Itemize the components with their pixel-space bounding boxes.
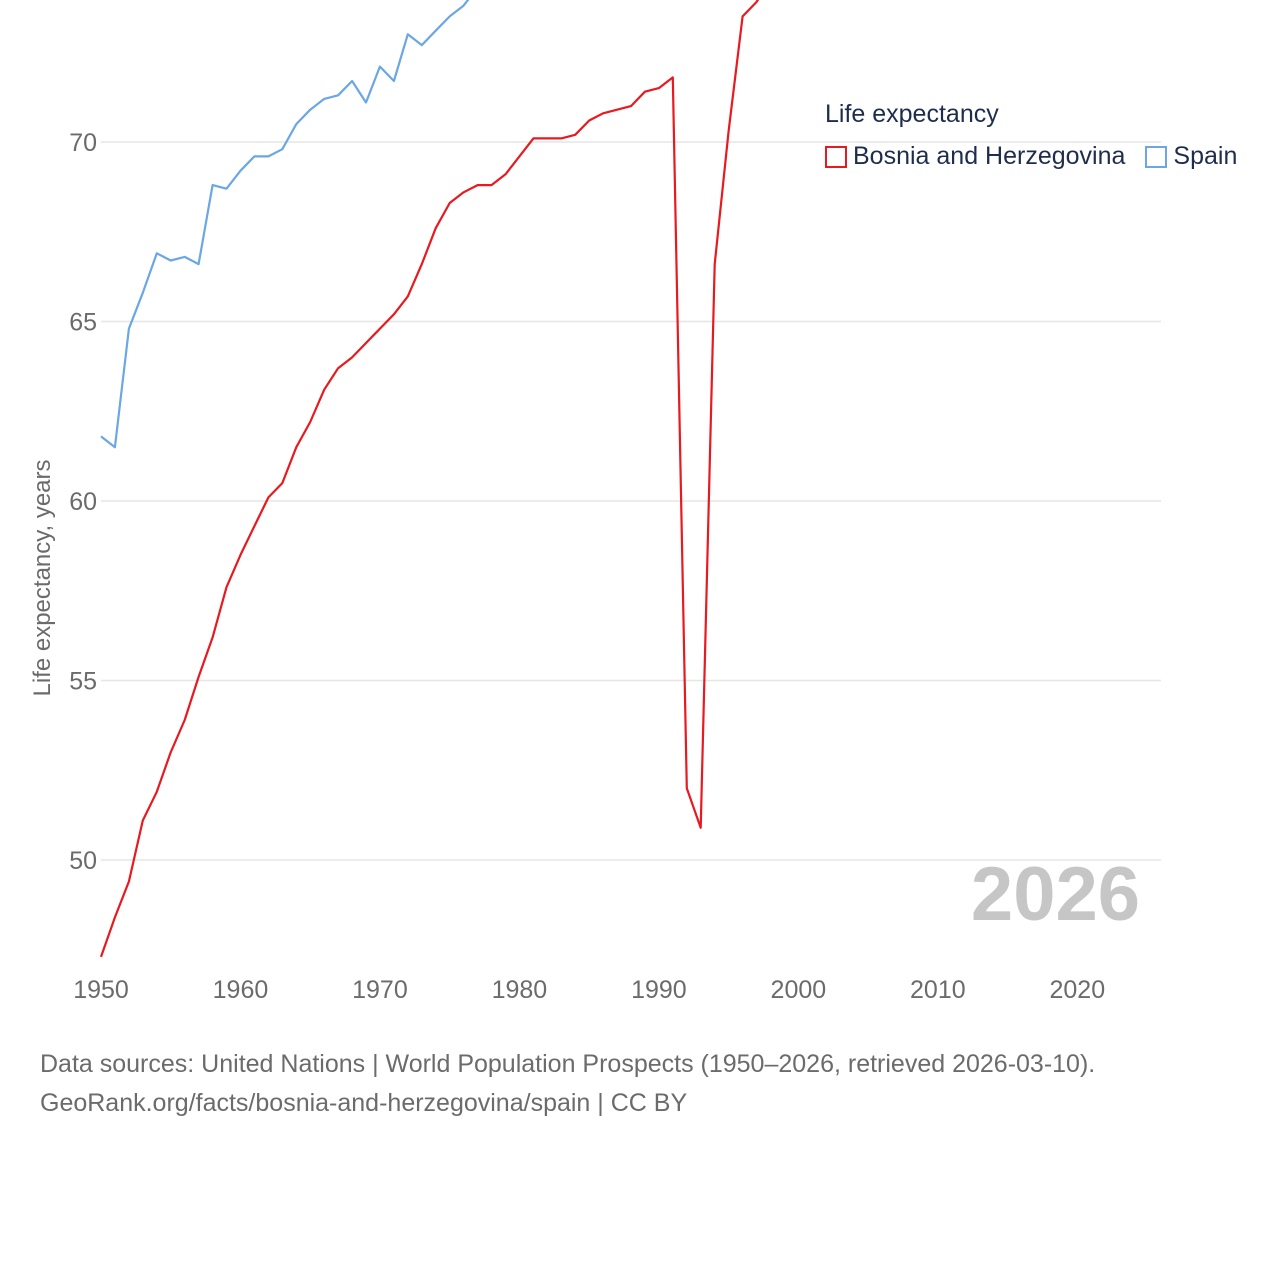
legend-swatch-spain [1145,145,1168,168]
legend-title: Life expectancy [825,100,999,128]
y-tick-label-55: 55 [69,668,97,696]
y-tick-label-50: 50 [69,847,97,875]
y-axis-ticks: 5055606570758085 [69,129,97,875]
source-line-2[interactable]: GeoRank.org/facts/bosnia-and-herzegovina… [40,1089,688,1117]
x-tick-label-2020: 2020 [1050,976,1106,1004]
legend-label-bosnia: Bosnia and Herzegovina [853,142,1126,170]
y-axis-label: Life expectancy, years [29,459,56,696]
legend-item-bosnia[interactable]: Bosnia and Herzegovina [825,142,1125,171]
source-line-1: Data sources: United Nations | World Pop… [40,1050,1096,1078]
x-tick-label-1950: 1950 [73,976,129,1004]
x-tick-label-2000: 2000 [771,976,827,1004]
y-tick-label-60: 60 [69,488,97,516]
x-tick-label-1970: 1970 [352,976,408,1004]
legend-item-spain[interactable]: Spain [1145,142,1237,171]
grid-lines [101,141,1161,861]
year-watermark: 2026 [971,852,1140,937]
x-tick-label-2010: 2010 [910,976,966,1004]
y-tick-label-65: 65 [69,309,97,337]
y-tick-label-70: 70 [69,129,97,157]
x-tick-label-1980: 1980 [492,976,548,1004]
x-tick-label-1990: 1990 [631,976,687,1004]
legend: Bosnia and Herzegovina Spain [825,142,1257,171]
legend-label-spain: Spain [1173,142,1238,170]
legend-swatch-bosnia [825,145,847,168]
x-axis-ticks: 1950 1960 1970 1980 1990 2000 2010 2020 [73,976,1105,1004]
series-lines [99,0,760,958]
series-line-spain [100,0,470,449]
x-tick-label-1960: 1960 [213,976,269,1004]
series-line-bosnia-and-herzegovina [99,0,760,958]
data-source-note: Data sources: United Nations | World Pop… [40,1045,1095,1123]
